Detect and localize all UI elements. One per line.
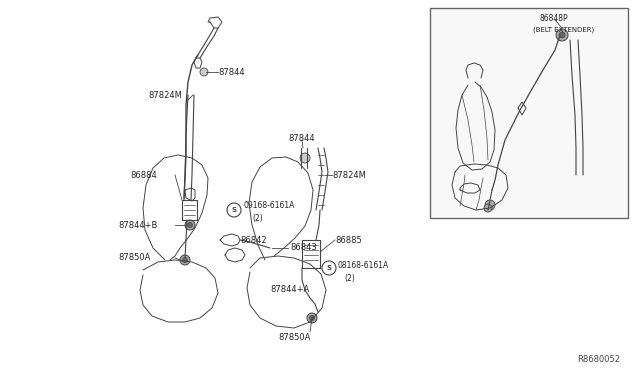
Text: 86885: 86885 — [335, 235, 362, 244]
Text: 09168-6161A: 09168-6161A — [243, 201, 294, 209]
Text: R8680052: R8680052 — [577, 356, 620, 365]
Text: 87844+A: 87844+A — [270, 285, 309, 295]
Text: 87844+B: 87844+B — [118, 221, 157, 230]
Circle shape — [307, 313, 317, 323]
Circle shape — [300, 153, 310, 163]
Text: 87844: 87844 — [218, 67, 244, 77]
Text: 87824M: 87824M — [332, 170, 366, 180]
Circle shape — [188, 222, 193, 228]
Circle shape — [310, 315, 314, 321]
Text: (2): (2) — [252, 214, 263, 222]
Text: 86848P: 86848P — [540, 13, 568, 22]
Text: (BELT EXTENDER): (BELT EXTENDER) — [533, 27, 595, 33]
Text: 87850A: 87850A — [118, 253, 150, 263]
Text: 87824M: 87824M — [148, 90, 182, 99]
Text: 86842: 86842 — [240, 235, 267, 244]
Circle shape — [182, 257, 188, 263]
Circle shape — [180, 255, 190, 265]
Circle shape — [485, 200, 495, 210]
Circle shape — [484, 204, 492, 212]
Text: 86884: 86884 — [130, 170, 157, 180]
Circle shape — [185, 220, 195, 230]
Text: 87844: 87844 — [288, 134, 315, 142]
Circle shape — [559, 32, 565, 38]
Text: 87850A: 87850A — [279, 334, 311, 343]
Circle shape — [556, 29, 568, 41]
Text: S: S — [326, 265, 332, 271]
Text: 08168-6161A: 08168-6161A — [338, 260, 389, 269]
Text: S: S — [232, 207, 237, 213]
Circle shape — [200, 68, 208, 76]
Bar — [430, 8, 628, 218]
Text: 86843: 86843 — [290, 244, 317, 253]
Text: (2): (2) — [344, 273, 355, 282]
